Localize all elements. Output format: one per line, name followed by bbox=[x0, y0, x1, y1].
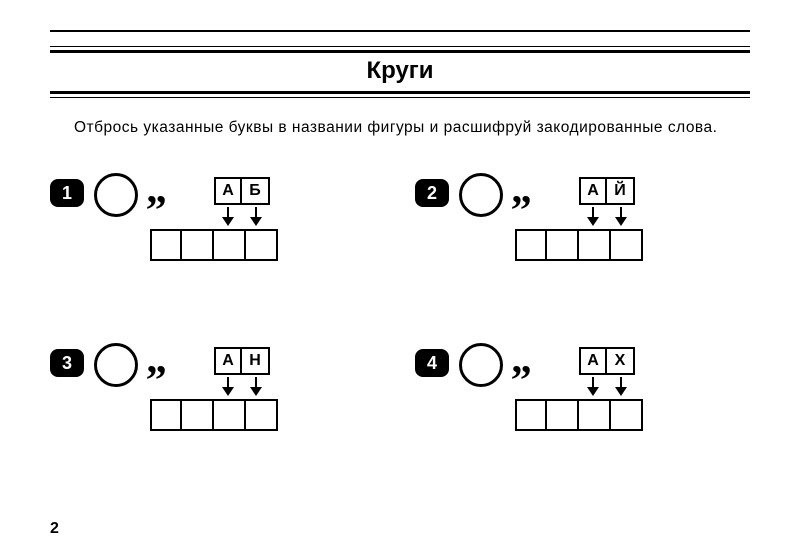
answer-cell[interactable] bbox=[611, 229, 643, 261]
down-arrow-icon bbox=[607, 205, 635, 229]
down-arrow-icon bbox=[242, 375, 270, 399]
answer-cell[interactable] bbox=[547, 399, 579, 431]
puzzle-number-badge: 2 bbox=[415, 179, 449, 207]
drop-letters-commas: „ bbox=[511, 165, 526, 213]
letter-hint-boxes: А Н bbox=[214, 347, 270, 375]
letter-hint: А bbox=[579, 177, 607, 205]
page-title: Круги bbox=[50, 57, 750, 85]
answer-cell[interactable] bbox=[214, 229, 246, 261]
arrow-row bbox=[214, 375, 270, 399]
answer-cells-row bbox=[150, 229, 278, 261]
answer-cell[interactable] bbox=[547, 229, 579, 261]
page-number: 2 bbox=[50, 520, 59, 538]
answer-cell[interactable] bbox=[515, 399, 547, 431]
answer-cell[interactable] bbox=[579, 399, 611, 431]
circle-shape-icon bbox=[459, 343, 503, 387]
puzzle-1: 1 „ А Б bbox=[50, 173, 385, 283]
letter-hint-boxes: А Б bbox=[214, 177, 270, 205]
drop-letters-commas: „ bbox=[146, 335, 161, 383]
title-block: Круги bbox=[50, 50, 750, 94]
puzzle-number-badge: 1 bbox=[50, 179, 84, 207]
answer-cell[interactable] bbox=[150, 399, 182, 431]
down-arrow-icon bbox=[579, 375, 607, 399]
circle-shape-icon bbox=[459, 173, 503, 217]
drop-letters-commas: „ bbox=[511, 335, 526, 383]
letter-hint-boxes: А Х bbox=[579, 347, 635, 375]
letter-hint: Й bbox=[607, 177, 635, 205]
puzzle-4: 4 „ А Х bbox=[415, 343, 750, 453]
letter-hint: А bbox=[214, 177, 242, 205]
drop-letters-commas: „ bbox=[146, 165, 161, 213]
answer-cell[interactable] bbox=[515, 229, 547, 261]
instructions-text: Отбрось указанные буквы в названии фигур… bbox=[50, 116, 750, 139]
answer-cell[interactable] bbox=[182, 229, 214, 261]
puzzle-number-badge: 4 bbox=[415, 349, 449, 377]
letter-hint-boxes: А Й bbox=[579, 177, 635, 205]
arrow-row bbox=[214, 205, 270, 229]
answer-cell[interactable] bbox=[246, 229, 278, 261]
top-horizontal-rule bbox=[50, 30, 750, 32]
down-arrow-icon bbox=[214, 375, 242, 399]
arrow-row bbox=[579, 205, 635, 229]
answer-cells-row bbox=[515, 399, 643, 431]
letter-hint: А bbox=[579, 347, 607, 375]
letter-hint: А bbox=[214, 347, 242, 375]
down-arrow-icon bbox=[242, 205, 270, 229]
answer-cell[interactable] bbox=[611, 399, 643, 431]
letter-hint: Б bbox=[242, 177, 270, 205]
answer-cell[interactable] bbox=[246, 399, 278, 431]
answer-cell[interactable] bbox=[214, 399, 246, 431]
puzzle-3: 3 „ А Н bbox=[50, 343, 385, 453]
answer-cells-row bbox=[150, 399, 278, 431]
down-arrow-icon bbox=[214, 205, 242, 229]
answer-cell[interactable] bbox=[150, 229, 182, 261]
puzzle-number-badge: 3 bbox=[50, 349, 84, 377]
puzzle-grid: 1 „ А Б 2 „ А Й bbox=[50, 173, 750, 453]
circle-shape-icon bbox=[94, 343, 138, 387]
answer-cell[interactable] bbox=[579, 229, 611, 261]
down-arrow-icon bbox=[579, 205, 607, 229]
puzzle-2: 2 „ А Й bbox=[415, 173, 750, 283]
letter-hint: Х bbox=[607, 347, 635, 375]
circle-shape-icon bbox=[94, 173, 138, 217]
down-arrow-icon bbox=[607, 375, 635, 399]
arrow-row bbox=[579, 375, 635, 399]
letter-hint: Н bbox=[242, 347, 270, 375]
answer-cells-row bbox=[515, 229, 643, 261]
answer-cell[interactable] bbox=[182, 399, 214, 431]
